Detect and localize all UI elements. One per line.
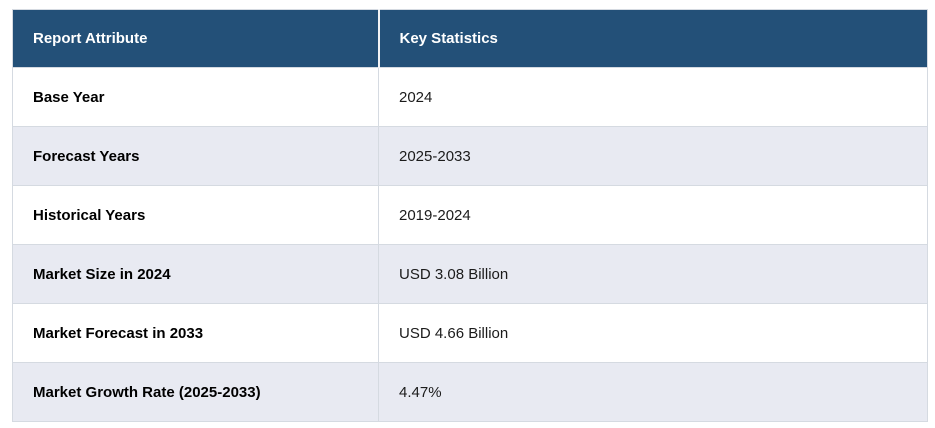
- attribute-cell: Historical Years: [12, 185, 379, 245]
- table-row: Market Size in 2024 USD 3.08 Billion: [12, 244, 928, 304]
- attribute-cell: Base Year: [12, 67, 379, 127]
- table-row: Market Forecast in 2033 USD 4.66 Billion: [12, 303, 928, 363]
- value-cell: 4.47%: [378, 362, 928, 422]
- value-cell: USD 3.08 Billion: [378, 244, 928, 304]
- attribute-cell: Forecast Years: [12, 126, 379, 186]
- attribute-cell: Market Growth Rate (2025-2033): [12, 362, 379, 422]
- value-cell: 2019-2024: [378, 185, 928, 245]
- column-header-key-statistics: Key Statistics: [377, 9, 928, 68]
- value-cell: 2024: [378, 67, 928, 127]
- attribute-cell: Market Size in 2024: [12, 244, 379, 304]
- attribute-cell: Market Forecast in 2033: [12, 303, 379, 363]
- table-row: Forecast Years 2025-2033: [12, 126, 928, 186]
- table-row: Market Growth Rate (2025-2033) 4.47%: [12, 362, 928, 422]
- value-cell: 2025-2033: [378, 126, 928, 186]
- value-cell: USD 4.66 Billion: [378, 303, 928, 363]
- table-row: Base Year 2024: [12, 67, 928, 127]
- table-row: Historical Years 2019-2024: [12, 185, 928, 245]
- column-header-report-attribute: Report Attribute: [12, 9, 379, 68]
- report-attributes-table: Report Attribute Key Statistics Base Yea…: [12, 9, 928, 422]
- table-header-row: Report Attribute Key Statistics: [12, 9, 928, 68]
